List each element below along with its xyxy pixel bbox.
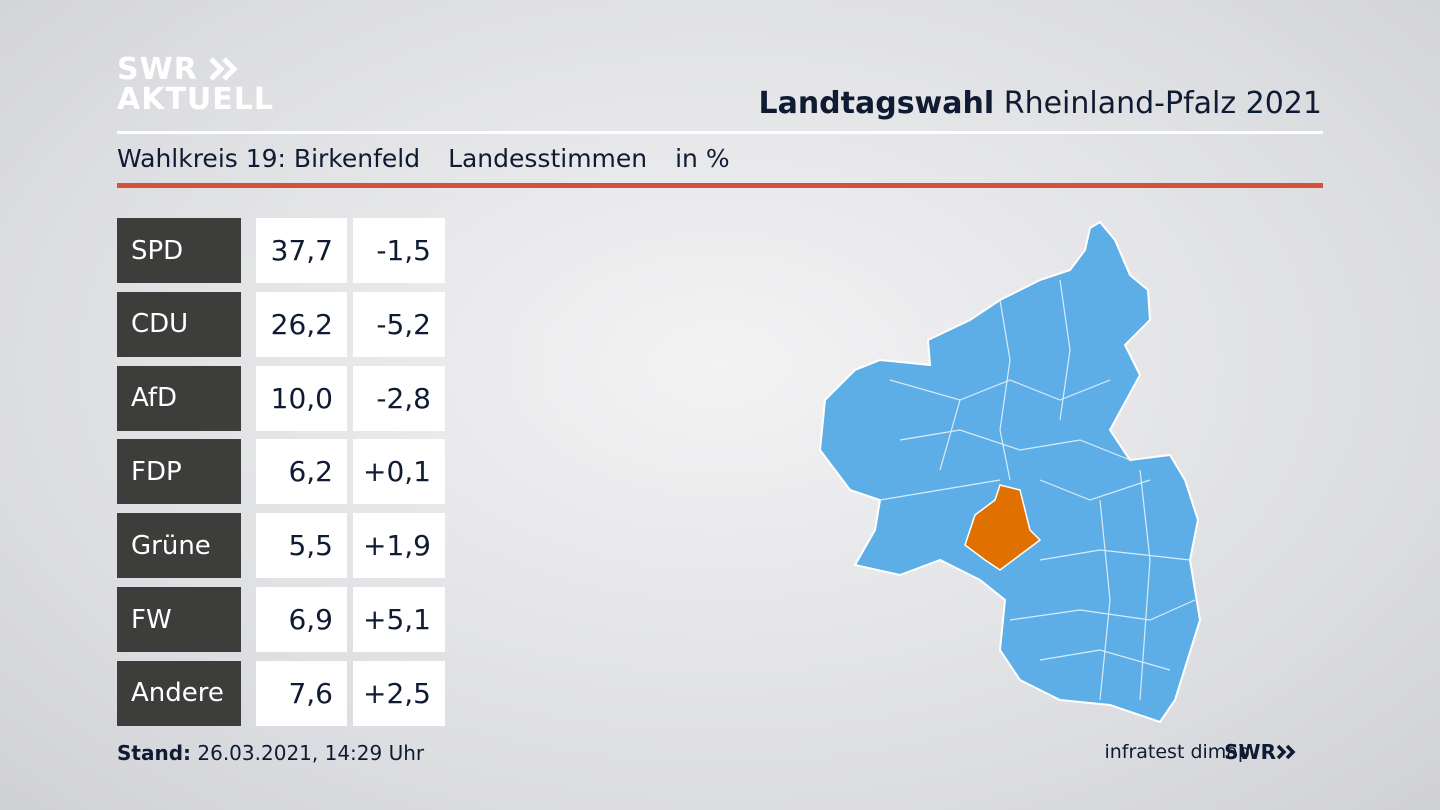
district: Wahlkreis 19: Birkenfeld: [117, 144, 421, 173]
accent-line: [117, 183, 1323, 188]
vote-share: 26,2: [256, 291, 347, 357]
subtitle: Wahlkreis 19: Birkenfeld Landesstimmen i…: [117, 144, 750, 173]
stand-label: Stand:: [117, 741, 192, 765]
brand-chevrons: [1276, 744, 1296, 760]
party-name: FDP: [117, 439, 241, 505]
unit: in %: [675, 144, 730, 173]
vote-type: Landesstimmen: [448, 144, 648, 173]
source: infratest dimap: [1104, 741, 1250, 763]
vote-share: 5,5: [256, 513, 347, 579]
party-name: CDU: [117, 291, 241, 357]
brand: SWR: [1224, 740, 1298, 764]
state-shape: [818, 220, 1202, 724]
title-rest: Rheinland-Pfalz 2021: [1003, 86, 1322, 121]
vote-change: -1,5: [353, 218, 445, 283]
vote-change: +5,1: [353, 587, 445, 652]
title-bold: Landtagswahl: [758, 86, 995, 121]
party-name: AfD: [117, 365, 241, 431]
vote-share: 10,0: [256, 365, 347, 431]
vote-change: -2,8: [353, 365, 445, 431]
footer-stand: Stand: 26.03.2021, 14:29 Uhr: [117, 741, 424, 765]
vote-share: 37,7: [256, 218, 347, 283]
party-name: SPD: [117, 218, 241, 283]
highlighted-district: [964, 484, 1042, 571]
divider: [117, 131, 1323, 134]
vote-change: +2,5: [353, 660, 445, 726]
vote-share: 6,2: [256, 439, 347, 505]
vote-change: -5,2: [353, 291, 445, 357]
logo-chevrons: [209, 57, 238, 81]
map: [818, 220, 1202, 724]
vote-change: +0,1: [353, 439, 445, 505]
logo: SWR AKTUELL: [117, 55, 274, 115]
vote-share: 7,6: [256, 660, 347, 726]
party-name: FW: [117, 587, 241, 652]
logo-top: SWR: [117, 52, 198, 87]
brand-text: SWR: [1224, 740, 1276, 764]
party-name: Andere: [117, 660, 241, 726]
stand-value: 26.03.2021, 14:29 Uhr: [197, 741, 425, 765]
vote-change: +1,9: [353, 513, 445, 579]
vote-share: 6,9: [256, 587, 347, 652]
title: Landtagswahl Rheinland-Pfalz 2021: [758, 86, 1322, 121]
logo-bottom: AKTUELL: [117, 82, 275, 117]
party-name: Grüne: [117, 513, 241, 579]
district-borders: [879, 279, 1196, 701]
